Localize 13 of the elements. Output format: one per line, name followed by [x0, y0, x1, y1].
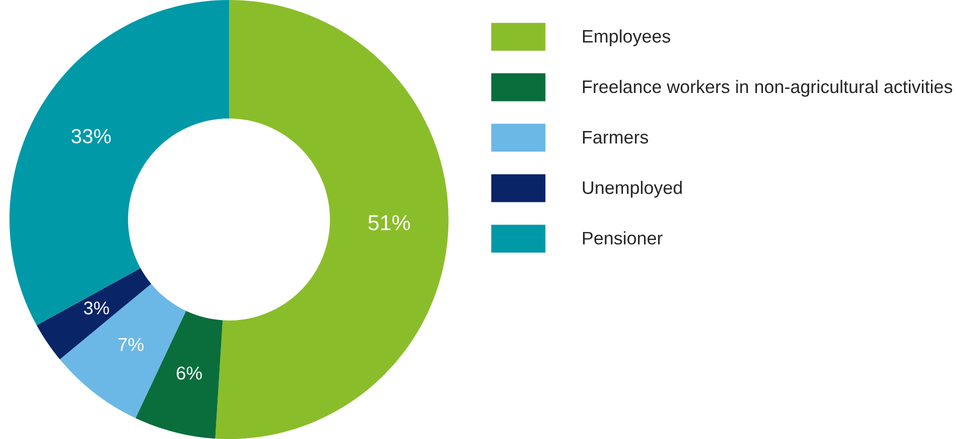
donut-slice [36, 268, 152, 360]
legend-label: Farmers [583, 131, 648, 144]
donut-slice [10, 0, 229, 326]
legend-label: Freelance workers in non-agricultural activities [583, 80, 952, 97]
data-label: 51% [368, 215, 410, 230]
data-label: 7% [118, 338, 144, 352]
legend-label: Pensioner [583, 231, 663, 245]
data-label: 6% [176, 366, 202, 380]
data-label: 33% [71, 128, 111, 144]
data-label: 3% [84, 302, 110, 314]
legend-label: Unemployed [582, 180, 682, 198]
legend-label: Employees [583, 29, 670, 46]
donut-slice [215, 0, 448, 439]
